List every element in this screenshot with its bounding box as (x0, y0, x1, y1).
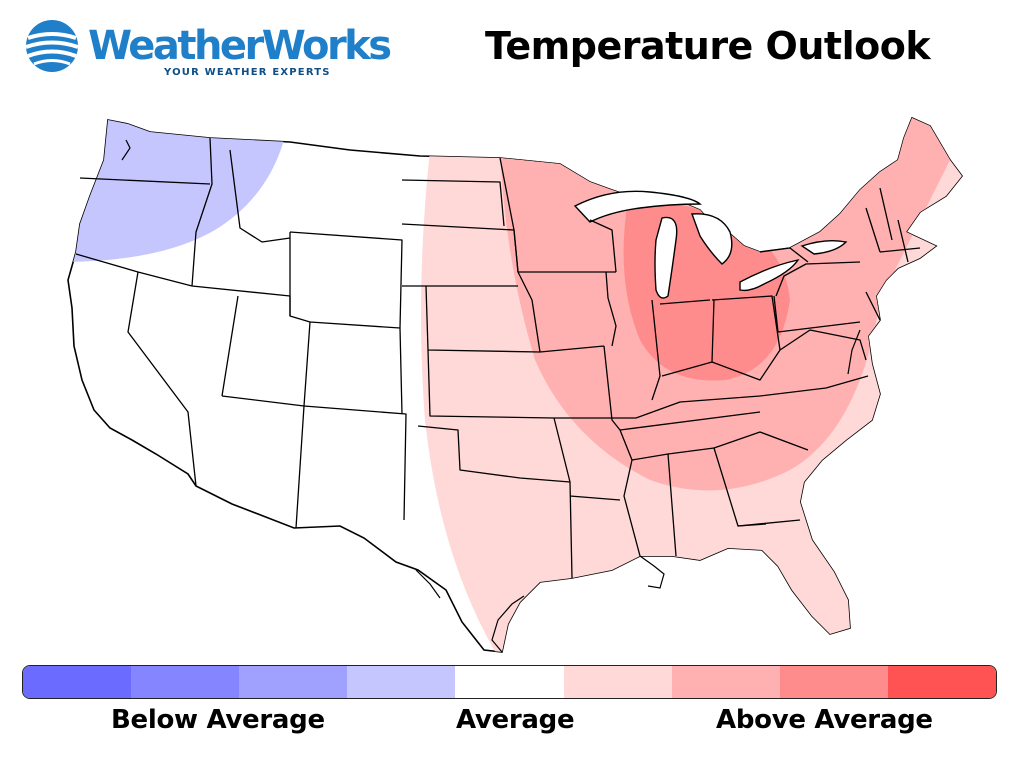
coastline-details (121, 139, 861, 653)
map-title: Temperature Outlook (485, 24, 931, 68)
lake-huron (691, 213, 733, 265)
legend-bin-below-3 (131, 666, 240, 698)
great-lakes (573, 190, 848, 299)
state-boundaries (75, 137, 921, 579)
legend-bin-above-1 (563, 666, 672, 698)
below-average-area-northwest (68, 118, 290, 262)
legend-label-below: Below Average (111, 705, 325, 735)
legend-bin-below-1 (347, 666, 456, 698)
legend-bin-above-3 (779, 666, 888, 698)
temperature-outlook-map (67, 116, 964, 653)
lake-superior (573, 190, 702, 223)
logo-tagline: YOUR WEATHER EXPERTS (164, 67, 331, 78)
legend-label-average: Average (456, 705, 575, 735)
legend-bin-below-2 (239, 666, 348, 698)
globe-logo-icon (25, 20, 79, 72)
lake-ontario (800, 239, 848, 255)
weatherworks-logo: WeatherWorks YOUR WEATHER EXPERTS (24, 18, 392, 84)
lake-michigan (654, 216, 678, 299)
legend-bin-below-4 (23, 666, 132, 698)
temperature-legend-bar (22, 665, 997, 699)
legend-bin-above-2 (671, 666, 780, 698)
legend-label-above: Above Average (716, 705, 933, 735)
legend-bin-average (455, 666, 564, 698)
legend-bin-above-4 (887, 666, 996, 698)
lake-erie (739, 258, 800, 292)
logo-brand-name: WeatherWorks (88, 23, 392, 69)
